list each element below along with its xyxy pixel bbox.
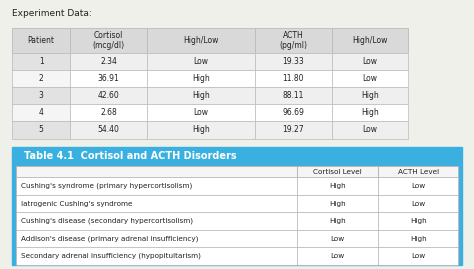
Bar: [297, 247, 378, 265]
Text: Low: Low: [362, 74, 377, 83]
Text: High: High: [361, 108, 379, 117]
Text: 19.33: 19.33: [283, 56, 304, 66]
Bar: [147, 104, 255, 121]
Text: Experiment Data:: Experiment Data:: [12, 9, 91, 18]
Text: Low: Low: [411, 183, 425, 189]
Text: Low: Low: [362, 125, 377, 134]
Bar: [70, 52, 147, 70]
Text: Addison's disease (primary adrenal insufficiency): Addison's disease (primary adrenal insuf…: [21, 235, 199, 242]
Text: Cortisol
(mcg/dl): Cortisol (mcg/dl): [92, 31, 125, 50]
Text: Secondary adrenal insufficiency (hypopituitarism): Secondary adrenal insufficiency (hypopit…: [21, 253, 201, 260]
Bar: [297, 213, 378, 230]
Bar: [12, 121, 71, 139]
Text: High: High: [192, 74, 210, 83]
Bar: [16, 247, 297, 265]
Text: 54.40: 54.40: [98, 125, 119, 134]
Bar: [331, 121, 408, 139]
Text: 11.80: 11.80: [283, 74, 304, 83]
Text: 1: 1: [39, 56, 44, 66]
Text: 88.11: 88.11: [283, 91, 304, 100]
Text: 3: 3: [39, 91, 44, 100]
Bar: [331, 52, 408, 70]
Bar: [297, 166, 378, 178]
Bar: [16, 166, 297, 178]
Text: Table 4.1  Cortisol and ACTH Disorders: Table 4.1 Cortisol and ACTH Disorders: [24, 151, 237, 161]
Bar: [16, 195, 297, 213]
Text: 2.68: 2.68: [100, 108, 117, 117]
Bar: [70, 28, 147, 52]
Text: High: High: [410, 218, 427, 224]
Bar: [378, 213, 458, 230]
Bar: [147, 70, 255, 87]
Bar: [16, 230, 297, 247]
Bar: [12, 52, 71, 70]
Text: ACTH Level: ACTH Level: [398, 169, 438, 175]
Text: High: High: [192, 91, 210, 100]
Bar: [70, 87, 147, 104]
Bar: [12, 147, 462, 265]
Text: ACTH
(pg/ml): ACTH (pg/ml): [279, 31, 307, 50]
Bar: [378, 178, 458, 195]
Bar: [147, 121, 255, 139]
Text: High: High: [192, 125, 210, 134]
Text: Low: Low: [411, 201, 425, 207]
Bar: [378, 166, 458, 178]
Bar: [12, 87, 71, 104]
Text: Low: Low: [193, 56, 209, 66]
Bar: [297, 178, 378, 195]
Text: Low: Low: [193, 108, 209, 117]
Text: Low: Low: [411, 253, 425, 259]
Bar: [255, 87, 331, 104]
Text: Low: Low: [330, 253, 344, 259]
Bar: [70, 121, 147, 139]
Text: Patient: Patient: [27, 36, 55, 45]
Bar: [255, 52, 331, 70]
Text: Cushing's disease (secondary hypercortisolism): Cushing's disease (secondary hypercortis…: [21, 218, 193, 225]
Bar: [331, 104, 408, 121]
Bar: [12, 28, 71, 52]
Bar: [255, 121, 331, 139]
Bar: [378, 230, 458, 247]
Bar: [16, 213, 297, 230]
Text: 19.27: 19.27: [283, 125, 304, 134]
Bar: [255, 104, 331, 121]
Text: High: High: [329, 201, 346, 207]
Text: High: High: [329, 218, 346, 224]
Bar: [12, 70, 71, 87]
Bar: [255, 28, 331, 52]
Text: 2.34: 2.34: [100, 56, 117, 66]
Text: High: High: [361, 91, 379, 100]
Text: 5: 5: [39, 125, 44, 134]
Bar: [16, 178, 297, 195]
Text: Low: Low: [362, 56, 377, 66]
Bar: [147, 87, 255, 104]
Bar: [378, 195, 458, 213]
Bar: [331, 70, 408, 87]
Text: Cushing's syndrome (primary hypercortisolism): Cushing's syndrome (primary hypercortiso…: [21, 183, 192, 189]
Text: High: High: [410, 236, 427, 242]
Bar: [297, 230, 378, 247]
Bar: [147, 28, 255, 52]
Text: 4: 4: [39, 108, 44, 117]
Text: High/Low: High/Low: [352, 36, 388, 45]
Text: 36.91: 36.91: [98, 74, 119, 83]
Bar: [70, 104, 147, 121]
Bar: [70, 70, 147, 87]
Bar: [12, 104, 71, 121]
Text: 96.69: 96.69: [283, 108, 304, 117]
Bar: [378, 247, 458, 265]
Text: 2: 2: [39, 74, 44, 83]
Text: Iatrogenic Cushing's syndrome: Iatrogenic Cushing's syndrome: [21, 201, 133, 207]
Text: High: High: [329, 183, 346, 189]
Bar: [147, 52, 255, 70]
Bar: [331, 87, 408, 104]
Text: Cortisol Level: Cortisol Level: [313, 169, 362, 175]
Bar: [331, 28, 408, 52]
Bar: [297, 195, 378, 213]
Bar: [255, 70, 331, 87]
Text: Low: Low: [330, 236, 344, 242]
Bar: [16, 166, 458, 263]
Text: 42.60: 42.60: [98, 91, 119, 100]
Text: High/Low: High/Low: [183, 36, 219, 45]
